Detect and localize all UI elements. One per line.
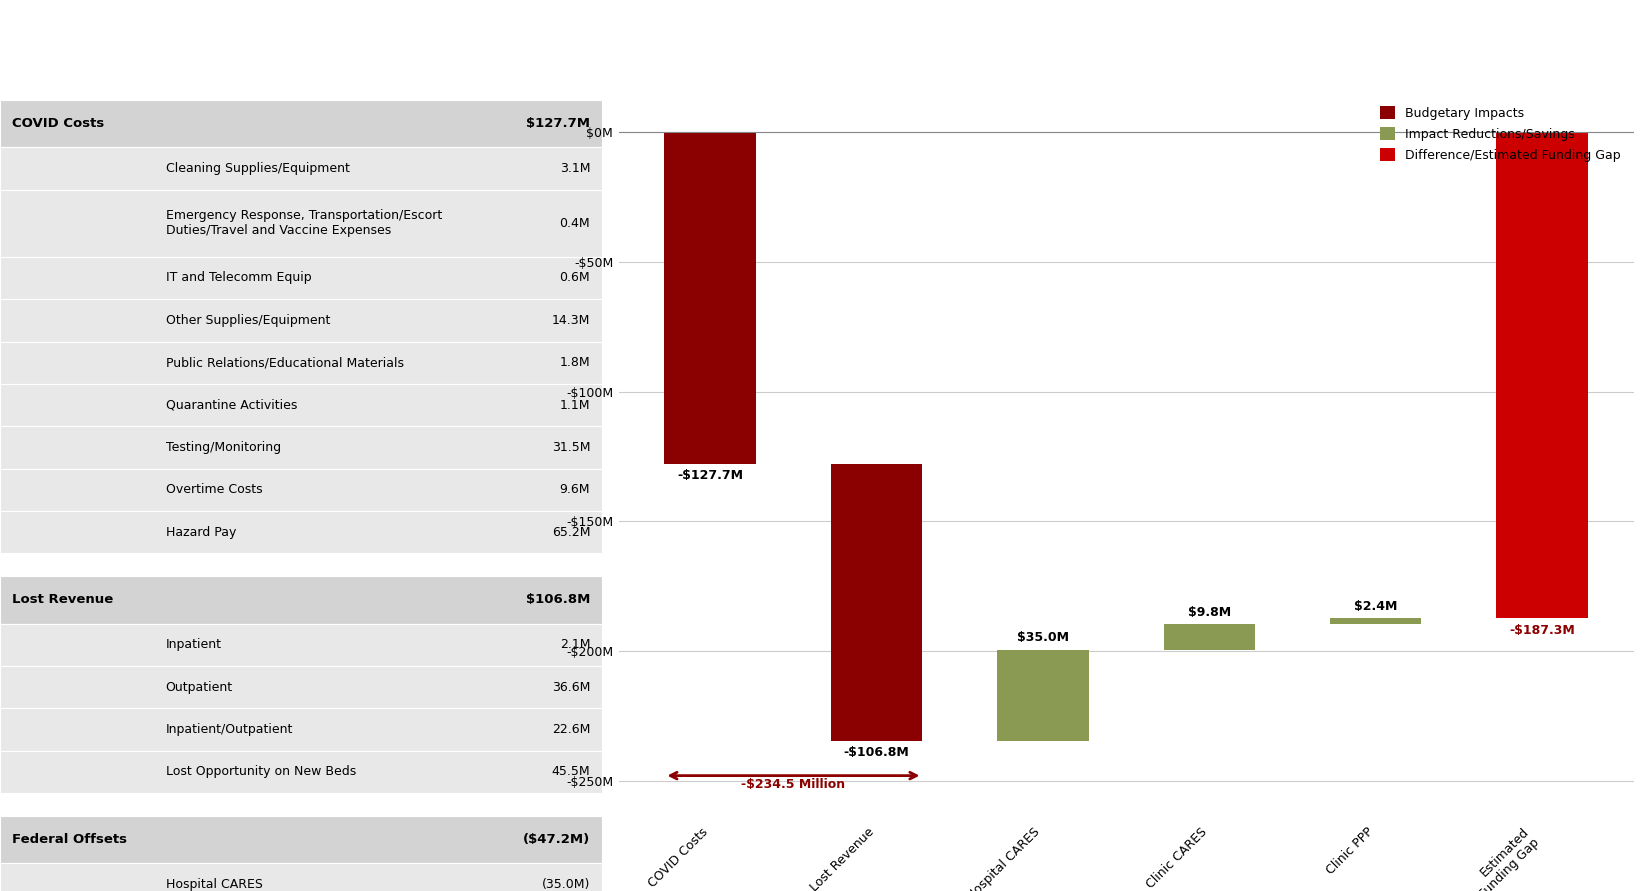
Text: 3.1M: 3.1M: [559, 162, 591, 176]
Text: $9.8M: $9.8M: [1188, 606, 1231, 619]
Bar: [0, 816, 602, 863]
Text: 65.2M: 65.2M: [551, 526, 591, 539]
Text: Federal Offsets: Federal Offsets: [12, 833, 127, 846]
Text: COVID Costs: COVID Costs: [12, 118, 104, 130]
Text: Lost Revenue: Lost Revenue: [12, 593, 114, 607]
Text: $35.0M: $35.0M: [1016, 632, 1069, 644]
Text: 2.1M: 2.1M: [559, 638, 591, 651]
Bar: [1163, 625, 1256, 650]
Text: Inpatient/Outpatient: Inpatient/Outpatient: [165, 723, 294, 736]
Bar: [0, 299, 602, 341]
Bar: [0, 863, 602, 891]
Bar: [0, 511, 602, 553]
Text: $2.4M: $2.4M: [1355, 600, 1398, 613]
Text: -$127.7M: -$127.7M: [676, 470, 742, 482]
Text: 22.6M: 22.6M: [551, 723, 591, 736]
Bar: [0, 469, 602, 511]
Text: Hazard Pay: Hazard Pay: [165, 526, 236, 539]
Text: -$187.3M: -$187.3M: [1510, 624, 1574, 637]
Text: 45.5M: 45.5M: [551, 765, 591, 779]
Text: Inpatient: Inpatient: [165, 638, 221, 651]
Legend: Budgetary Impacts, Impact Reductions/Savings, Difference/Estimated Funding Gap: Budgetary Impacts, Impact Reductions/Sav…: [1374, 100, 1627, 168]
Bar: [0, 384, 602, 426]
Bar: [0, 666, 602, 708]
Text: Lost Opportunity on New Beds: Lost Opportunity on New Beds: [165, 765, 356, 779]
Bar: [0, 576, 602, 624]
Bar: [997, 650, 1089, 740]
Text: Other Supplies/Equipment: Other Supplies/Equipment: [165, 314, 330, 327]
Bar: [0, 624, 602, 666]
Bar: [0, 708, 602, 751]
Text: 36.6M: 36.6M: [551, 681, 591, 694]
Text: $127.7M: $127.7M: [526, 118, 591, 130]
Text: 14.3M: 14.3M: [551, 314, 591, 327]
Text: 0.4M: 0.4M: [559, 217, 591, 230]
Bar: [1497, 133, 1587, 618]
Bar: [0, 100, 602, 148]
Bar: [0, 148, 602, 190]
Text: ($47.2M): ($47.2M): [523, 833, 591, 846]
Bar: [832, 463, 922, 740]
Text: -$234.5 Million: -$234.5 Million: [741, 778, 845, 791]
Bar: [0, 341, 602, 384]
Text: 1.8M: 1.8M: [559, 356, 591, 369]
Text: Overtime Costs: Overtime Costs: [165, 484, 262, 496]
Text: Quarantine Activities: Quarantine Activities: [165, 398, 297, 412]
Text: 9.6M: 9.6M: [559, 484, 591, 496]
Bar: [665, 133, 756, 463]
Text: -$106.8M: -$106.8M: [843, 746, 909, 759]
Text: Outpatient: Outpatient: [165, 681, 233, 694]
Text: Hospital & Clinic: 2020/21 Estimated COVID Impacts & Reduction/Savings Categorie: Hospital & Clinic: 2020/21 Estimated COV…: [327, 28, 1323, 48]
Text: IT and Telecomm Equip: IT and Telecomm Equip: [165, 272, 312, 284]
Text: 31.5M: 31.5M: [551, 441, 591, 454]
Bar: [1330, 618, 1421, 625]
Text: 1.1M: 1.1M: [559, 398, 591, 412]
Text: (35.0M): (35.0M): [541, 878, 591, 891]
Bar: [0, 190, 602, 257]
Text: Public Relations/Educational Materials: Public Relations/Educational Materials: [165, 356, 404, 369]
Text: Cleaning Supplies/Equipment: Cleaning Supplies/Equipment: [165, 162, 350, 176]
Bar: [0, 257, 602, 299]
Text: 0.6M: 0.6M: [559, 272, 591, 284]
Text: Testing/Monitoring: Testing/Monitoring: [165, 441, 280, 454]
Bar: [0, 426, 602, 469]
Text: Emergency Response, Transportation/Escort
Duties/Travel and Vaccine Expenses: Emergency Response, Transportation/Escor…: [165, 209, 442, 237]
Bar: [0, 751, 602, 793]
Text: $106.8M: $106.8M: [526, 593, 591, 607]
Text: Hospital CARES: Hospital CARES: [165, 878, 262, 891]
